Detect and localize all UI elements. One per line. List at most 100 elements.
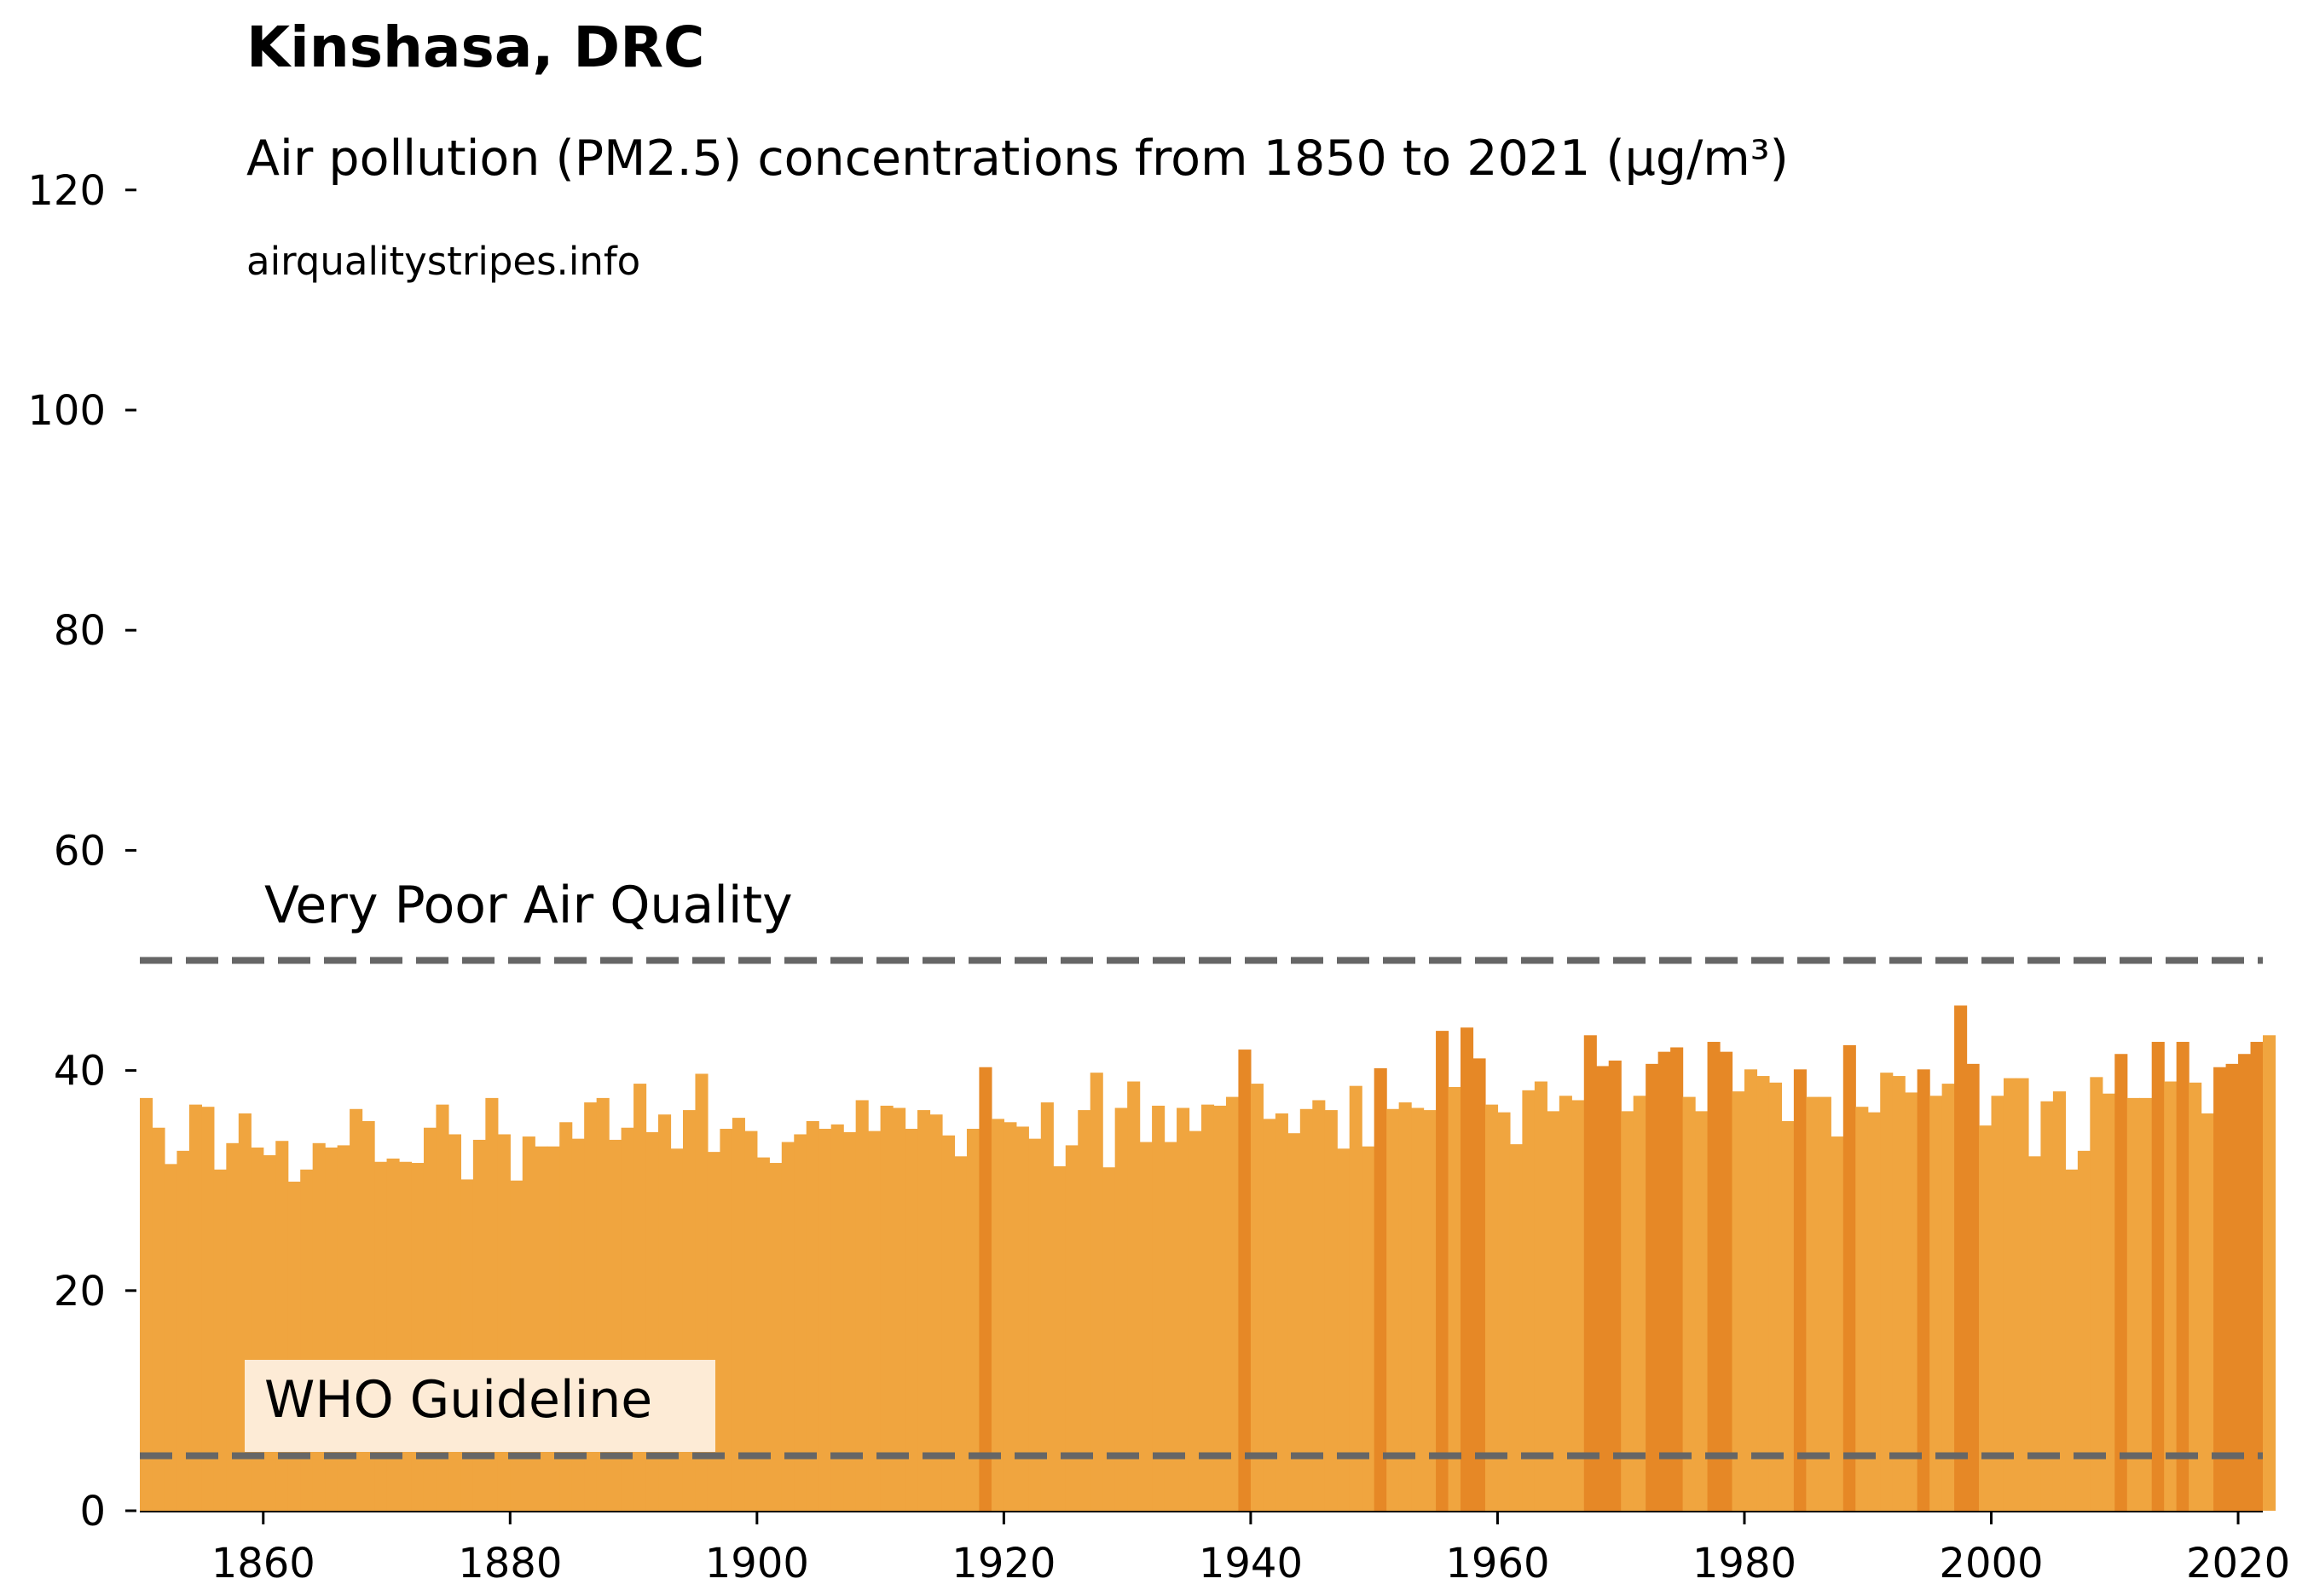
bar-1999 (1979, 1125, 1993, 1511)
bar-1905 (819, 1129, 832, 1511)
x-tick-label-1860: 1860 (211, 1540, 315, 1587)
bar-1940 (1250, 1084, 1264, 1511)
bar-1969 (1608, 1060, 1622, 1511)
bar-1973 (1657, 1051, 1671, 1511)
bar-1961 (1509, 1144, 1523, 1511)
bar-1977 (1707, 1042, 1721, 1511)
y-tick-label-60: 60 (54, 827, 106, 875)
bar-1994 (1917, 1069, 1930, 1511)
bar-1936 (1201, 1104, 1215, 1511)
bar-1945 (1312, 1100, 1326, 1511)
bar-2006 (2065, 1169, 2079, 1511)
bar-1951 (1386, 1108, 1400, 1511)
bar-1868 (362, 1120, 375, 1511)
bar-1992 (1892, 1076, 1906, 1511)
bar-1982 (1768, 1082, 1783, 1511)
bar-1854 (188, 1104, 202, 1511)
bar-1942 (1275, 1113, 1288, 1511)
bar-1935 (1189, 1130, 1202, 1511)
bar-2002 (2016, 1078, 2029, 1511)
bar-1850 (140, 1097, 153, 1512)
y-tick-label-100: 100 (27, 387, 106, 435)
bar-1946 (1324, 1110, 1338, 1511)
bar-1937 (1213, 1105, 1227, 1511)
bar-1863 (300, 1169, 314, 1511)
bar-1851 (152, 1127, 165, 1511)
bar-2003 (2027, 1156, 2042, 1511)
bar-1913 (917, 1110, 931, 1511)
bar-1918 (979, 1067, 992, 1511)
bar-2016 (2189, 1082, 2202, 1511)
bar-2001 (2003, 1078, 2017, 1511)
ref-label-bg-1 (245, 1360, 715, 1452)
bar-1976 (1695, 1111, 1709, 1511)
bar-1932 (1152, 1105, 1166, 1511)
bar-1975 (1682, 1096, 1696, 1511)
bar-1899 (744, 1130, 758, 1511)
bar-2017 (2201, 1113, 2214, 1511)
bar-2005 (2052, 1091, 2066, 1511)
bar-2014 (2164, 1081, 2178, 1511)
y-tick-label-80: 80 (54, 607, 106, 655)
x-tick-label-1920: 1920 (952, 1540, 1056, 1587)
bar-1911 (893, 1107, 906, 1511)
bar-1860 (263, 1155, 276, 1511)
bar-1970 (1621, 1111, 1634, 1511)
bar-1931 (1139, 1142, 1153, 1511)
x-tick-label-1960: 1960 (1445, 1540, 1549, 1587)
ref-label-1: WHO Guideline (264, 1370, 652, 1430)
bar-1987 (1831, 1136, 1844, 1511)
bar-1908 (855, 1100, 869, 1511)
bar-1983 (1781, 1120, 1795, 1511)
bar-1922 (1028, 1138, 1042, 1511)
bar-1856 (213, 1169, 227, 1511)
bar-1996 (1941, 1084, 1955, 1511)
bar-2011 (2126, 1097, 2140, 1512)
x-tick-label-1980: 1980 (1692, 1540, 1796, 1587)
y-tick-label-0: 0 (79, 1488, 106, 1535)
bar-1965 (1559, 1096, 1572, 1511)
bar-1947 (1337, 1148, 1351, 1511)
bar-1964 (1547, 1111, 1560, 1511)
bar-2022 (2263, 1035, 2276, 1511)
bar-1921 (1015, 1126, 1029, 1511)
bar-2004 (2040, 1101, 2054, 1511)
y-tick-label-20: 20 (54, 1268, 106, 1316)
bar-1980 (1744, 1069, 1758, 1511)
bar-1906 (830, 1124, 844, 1511)
bar-1930 (1127, 1081, 1141, 1511)
bar-1880 (510, 1180, 523, 1511)
bar-1952 (1398, 1102, 1412, 1511)
reference-lines: Very Poor Air Quality WHO Guideline (140, 876, 2263, 1460)
bar-1923 (1040, 1102, 1054, 1511)
bar-1998 (1966, 1063, 1980, 1511)
bar-1989 (1855, 1107, 1869, 1511)
bar-1959 (1484, 1104, 1499, 1511)
bar-2015 (2176, 1042, 2189, 1511)
bar-2009 (2102, 1093, 2115, 1511)
bar-1953 (1411, 1107, 1425, 1511)
chart-source: airqualitystripes.info (246, 239, 640, 284)
bar-1962 (1522, 1090, 1536, 1511)
bar-1925 (1065, 1145, 1079, 1511)
bar-1914 (929, 1114, 943, 1511)
bar-1949 (1362, 1146, 1375, 1511)
bar-1898 (732, 1118, 745, 1511)
bar-1926 (1078, 1110, 1091, 1511)
bar-2013 (2151, 1042, 2165, 1511)
bar-1875 (448, 1134, 461, 1511)
bar-1934 (1177, 1107, 1190, 1511)
bar-1904 (806, 1120, 819, 1511)
bar-1927 (1090, 1073, 1103, 1511)
axes: 0 20 40 60 80 100 120 1860 1880 1900 1920 1940 1960 1… (27, 167, 2290, 1587)
bar-1917 (966, 1129, 980, 1511)
bar-1944 (1299, 1108, 1313, 1511)
bar-2010 (2114, 1054, 2128, 1511)
bar-1900 (756, 1157, 770, 1511)
bar-1939 (1238, 1050, 1252, 1511)
bar-2018 (2213, 1067, 2227, 1511)
x-tick-label-2000: 2000 (1939, 1540, 2043, 1587)
bar-1960 (1497, 1112, 1511, 1511)
bar-1997 (1954, 1005, 1968, 1511)
